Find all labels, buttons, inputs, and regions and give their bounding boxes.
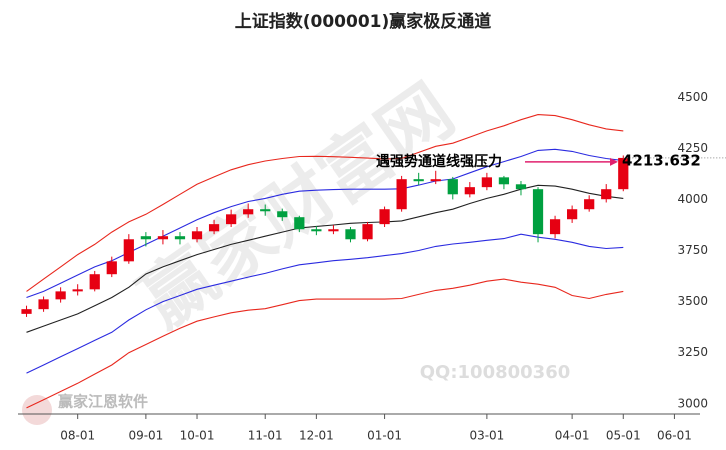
y-tick-label: 3750 (677, 243, 708, 257)
candle-body (618, 157, 629, 190)
channel-line (26, 114, 624, 292)
candle-body (532, 189, 544, 235)
y-tick-label: 4000 (677, 192, 708, 206)
candle-body (89, 274, 100, 290)
candle-body (430, 179, 441, 182)
candle-body (294, 217, 305, 230)
candle-body (174, 236, 186, 240)
x-tick-label: 06-01 (657, 429, 692, 443)
y-tick-label: 4500 (677, 90, 708, 104)
y-tick-label: 3000 (677, 396, 708, 410)
x-tick-label: 01-01 (367, 429, 402, 443)
candle-body (226, 214, 237, 225)
channel-line (26, 278, 624, 409)
y-tick-label: 4250 (677, 141, 708, 155)
candle-body (601, 189, 612, 200)
x-tick-label: 10-01 (180, 429, 215, 443)
candle-body (191, 231, 203, 240)
candle-body (447, 179, 458, 195)
candle-body (362, 224, 373, 240)
logo-icon (22, 395, 52, 425)
logo-text: 赢家江恩软件 (58, 393, 148, 411)
qq-watermark: QQ:100800360 (420, 362, 571, 383)
candle-body (328, 229, 339, 232)
candle-body (260, 209, 271, 212)
arrow-head (610, 157, 618, 166)
candle-body (464, 187, 475, 195)
watermark: 赢家财富网 (125, 68, 468, 343)
candle-body (123, 239, 134, 262)
channel-line (26, 233, 624, 374)
x-tick-label: 09-01 (128, 429, 163, 443)
price-label: 4213.632 (622, 151, 701, 169)
x-tick-label: 12-01 (299, 429, 334, 443)
candle-body (277, 211, 288, 218)
candle-body (379, 209, 390, 225)
candle-body (21, 309, 32, 314)
candle-body (567, 209, 578, 220)
candle-body (549, 219, 561, 235)
candle-body (55, 291, 66, 300)
candle-body (208, 224, 220, 232)
candle-body (515, 184, 527, 190)
candle-body (243, 209, 254, 215)
candle-body (413, 179, 424, 182)
candle-body (157, 236, 169, 240)
candle-body (311, 229, 322, 232)
x-tick-label: 05-01 (606, 429, 641, 443)
y-tick-label: 3500 (677, 294, 708, 308)
candle-body (498, 177, 510, 185)
candle-body (481, 177, 492, 188)
annotation: 遇强势通道线强压力 (376, 153, 502, 170)
candle-body (72, 289, 83, 292)
candle-body (584, 199, 595, 210)
x-tick-label: 04-01 (555, 429, 590, 443)
x-tick-label: 08-01 (60, 429, 95, 443)
candle-body (106, 261, 117, 275)
y-tick-label: 3250 (677, 345, 708, 359)
candle-body (396, 179, 407, 210)
candle-body (345, 229, 356, 240)
x-tick-label: 11-01 (248, 429, 283, 443)
candle-body (38, 299, 49, 310)
chart-title: 上证指数(000001)赢家极反通道 (235, 11, 492, 32)
x-tick-label: 03-01 (469, 429, 504, 443)
candle-body (140, 236, 151, 240)
